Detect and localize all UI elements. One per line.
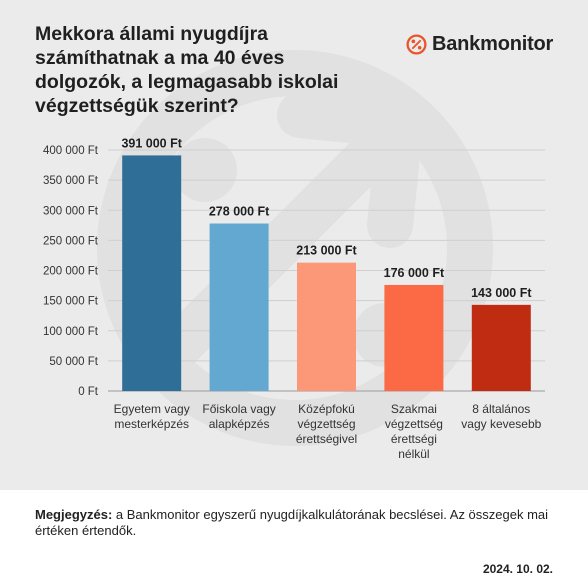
y-tick-label: 100 000 Ft: [43, 326, 99, 338]
chart-panel: Mekkora állami nyugdíjra számíthatnak a …: [0, 0, 588, 490]
x-category-label-line: végzettség: [385, 417, 443, 431]
x-category-label: Egyetem vagy mesterképzés: [114, 402, 190, 431]
footnote-text: a Bankmonitor egyszerű nyugdíjkalkulátor…: [35, 507, 549, 538]
y-tick-label: 250 000 Ft: [43, 235, 99, 247]
x-category-label: Középfokú végzettség érettségivel: [296, 402, 357, 446]
y-tick-label: 400 000 Ft: [43, 145, 99, 157]
x-category-label: 8 általános vagy kevesebb: [461, 402, 541, 431]
bar-chart: 0 Ft 50 000 Ft 100 000 Ft 150 000 Ft 200 000…: [43, 136, 545, 461]
x-category-label: Főiskola vagy alapképzés: [202, 402, 275, 431]
x-category-label-line: Szakmai: [391, 402, 437, 416]
percent-circle-icon: [406, 33, 427, 55]
x-category-label-line: Középfokú: [298, 402, 355, 416]
chart-title: Mekkora állami nyugdíjra számíthatnak a …: [35, 23, 339, 117]
bar: [384, 284, 444, 391]
x-category-label-line: érettségivel: [296, 432, 357, 446]
bar-value-label: 176 000 Ft: [384, 266, 445, 280]
bar-value-label: 213 000 Ft: [296, 244, 357, 258]
y-tick-label: 350 000 Ft: [43, 175, 99, 187]
x-category-label-line: vagy kevesebb: [461, 417, 541, 431]
y-tick-label: 200 000 Ft: [43, 266, 99, 278]
footnote: Megjegyzés: a Bankmonitor egyszerű nyugd…: [35, 507, 555, 539]
y-tick-label: 300 000 Ft: [43, 205, 99, 217]
x-category-label-line: alapképzés: [209, 417, 270, 431]
y-tick-label: 0 Ft: [78, 386, 99, 398]
x-category-label-line: Egyetem vagy: [114, 402, 190, 416]
bar: [297, 262, 356, 391]
x-category-label-line: Főiskola vagy: [202, 402, 275, 416]
x-category-label-line: végzettség: [297, 417, 355, 431]
bar: [122, 155, 182, 391]
brand-logo: Bankmonitor: [406, 31, 553, 57]
publish-date: 2024. 10. 02.: [482, 562, 553, 576]
bar-value-label: 278 000 Ft: [209, 205, 270, 219]
bar-value-label: 143 000 Ft: [471, 286, 532, 300]
bar: [471, 304, 531, 391]
x-category-label-line: mesterképzés: [114, 417, 189, 431]
bar-value-label: 391 000 Ft: [121, 136, 182, 150]
x-category-label-line: 8 általános: [472, 402, 530, 416]
y-tick-label: 150 000 Ft: [43, 296, 99, 308]
footnote-label: Megjegyzés:: [35, 507, 113, 522]
x-category-label-line: nélkül: [398, 447, 429, 461]
y-tick-label: 50 000 Ft: [49, 356, 98, 368]
bar: [209, 223, 269, 391]
x-category-label: Szakmai végzettség érettségi nélkül: [385, 402, 443, 461]
x-category-label-line: érettségi: [391, 432, 437, 446]
brand-name: Bankmonitor: [432, 32, 554, 55]
